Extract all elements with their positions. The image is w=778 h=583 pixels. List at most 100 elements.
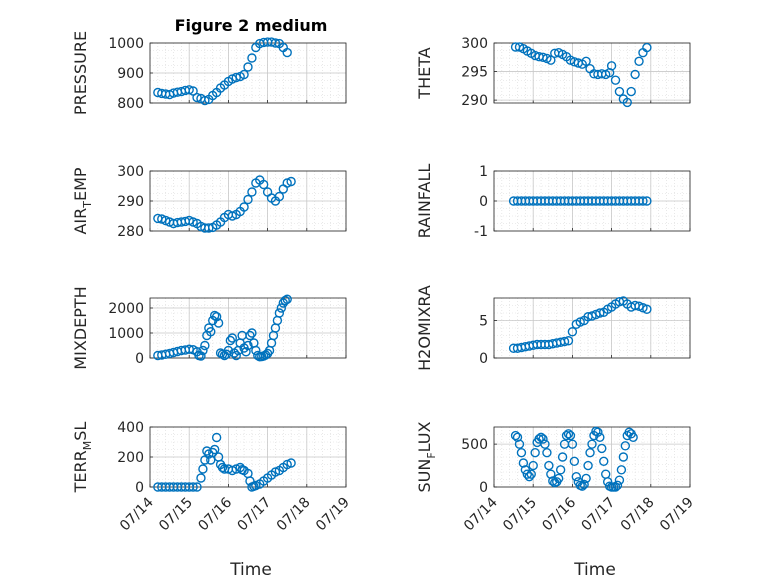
data-point: [274, 308, 285, 318]
y-axis-label: SUNFLUX: [415, 421, 438, 492]
data-point: [528, 460, 538, 471]
axes-box: [149, 42, 347, 104]
y-tick-label: 0: [479, 480, 488, 496]
data-point: [597, 443, 607, 454]
data-point: [200, 340, 210, 351]
y-tick-label: 0: [135, 351, 144, 367]
data-point: [510, 430, 521, 441]
data-point: [217, 462, 228, 473]
data-point: [620, 441, 631, 451]
data-point: [642, 304, 652, 314]
data-point: [610, 482, 621, 492]
data-point: [247, 328, 257, 338]
data-point: [538, 52, 548, 62]
subplot-7: 07/14 07/15 07/16 07/17 07/18 07/19 0 200 400 TER…: [71, 420, 353, 534]
y-axis-label: RAINFALL: [415, 164, 434, 239]
y-tick-label: 290: [461, 93, 488, 109]
data-point: [548, 476, 558, 486]
data-point: [642, 42, 652, 53]
subplot-4: -1 0 1 RAINFALL: [415, 164, 691, 240]
data-point: [555, 465, 566, 475]
axes-box: [149, 170, 347, 232]
y-tick-label: 900: [117, 66, 144, 82]
data-point: [581, 473, 591, 484]
data-point: [618, 452, 629, 462]
y-tick-label: 300: [117, 164, 144, 180]
data-point: [628, 432, 638, 442]
data-point: [286, 176, 296, 187]
x-tick-label: 07/14: [117, 494, 157, 534]
x-tick-label: 07/15: [500, 495, 540, 535]
data-point: [188, 86, 198, 96]
data-point: [198, 464, 208, 474]
data-series: [508, 296, 652, 353]
y-tick-label: 800: [117, 96, 144, 112]
data-point: [204, 223, 214, 233]
data-point: [614, 86, 625, 97]
axes-box: [493, 297, 691, 359]
data-point: [231, 350, 241, 361]
subplot-3: 280 290 300 AIRTEMP: [71, 164, 347, 240]
data-point: [524, 472, 534, 482]
x-tick-label: 07/18: [618, 495, 658, 535]
data-point: [599, 456, 609, 466]
data-point: [239, 202, 249, 212]
data-point: [282, 47, 292, 58]
x-tick-label: 07/19: [313, 495, 353, 535]
data-point: [612, 480, 623, 490]
subplot-1: 800 900 1000 PRESSURE: [71, 31, 347, 115]
data-point: [280, 295, 290, 306]
data-series: [510, 426, 638, 492]
y-tick-label: 1000: [108, 36, 144, 52]
data-point: [184, 85, 194, 95]
data-point: [512, 432, 523, 442]
x-axis-label-left: Time: [229, 560, 272, 580]
data-point: [526, 469, 536, 479]
data-point: [634, 56, 644, 66]
data-point: [563, 336, 574, 346]
data-point: [559, 336, 570, 347]
x-tick-label: 07/16: [539, 494, 579, 534]
data-point: [211, 312, 222, 322]
y-tick-label: 290: [117, 194, 144, 210]
data-point: [610, 75, 621, 85]
data-series: [153, 432, 296, 492]
axes-box: [493, 170, 691, 232]
y-tick-label: 200: [117, 450, 144, 466]
data-point: [557, 452, 568, 462]
subplot-6: 0 5 H2OMIXRA: [415, 285, 691, 371]
data-point: [225, 335, 236, 346]
data-point: [604, 68, 615, 78]
y-tick-label: 400: [117, 420, 144, 436]
data-point: [553, 473, 564, 484]
x-tick-label: 07/18: [274, 495, 314, 535]
data-point: [626, 86, 636, 97]
data-series: [153, 37, 292, 106]
data-point: [530, 448, 540, 458]
data-point: [247, 187, 257, 197]
data-point: [239, 69, 249, 80]
data-point: [565, 430, 576, 441]
data-point: [258, 179, 269, 190]
y-tick-label: 5: [479, 314, 488, 330]
data-point: [544, 460, 554, 471]
y-tick-label: 295: [461, 65, 488, 81]
data-point: [188, 482, 198, 492]
y-tick-label: -1: [474, 224, 488, 240]
data-point: [536, 432, 546, 442]
data-point: [642, 196, 652, 206]
data-point: [200, 95, 210, 106]
y-axis-label: TERRMSL: [71, 422, 94, 494]
data-series: [508, 196, 652, 206]
data-point: [567, 327, 578, 337]
data-point: [581, 56, 591, 66]
data-point: [579, 479, 589, 490]
data-point: [276, 303, 287, 313]
data-point: [270, 38, 281, 48]
data-point: [638, 196, 648, 206]
data-point: [534, 434, 544, 444]
data-point: [227, 333, 238, 343]
data-point: [198, 345, 208, 356]
data-point: [247, 53, 257, 63]
